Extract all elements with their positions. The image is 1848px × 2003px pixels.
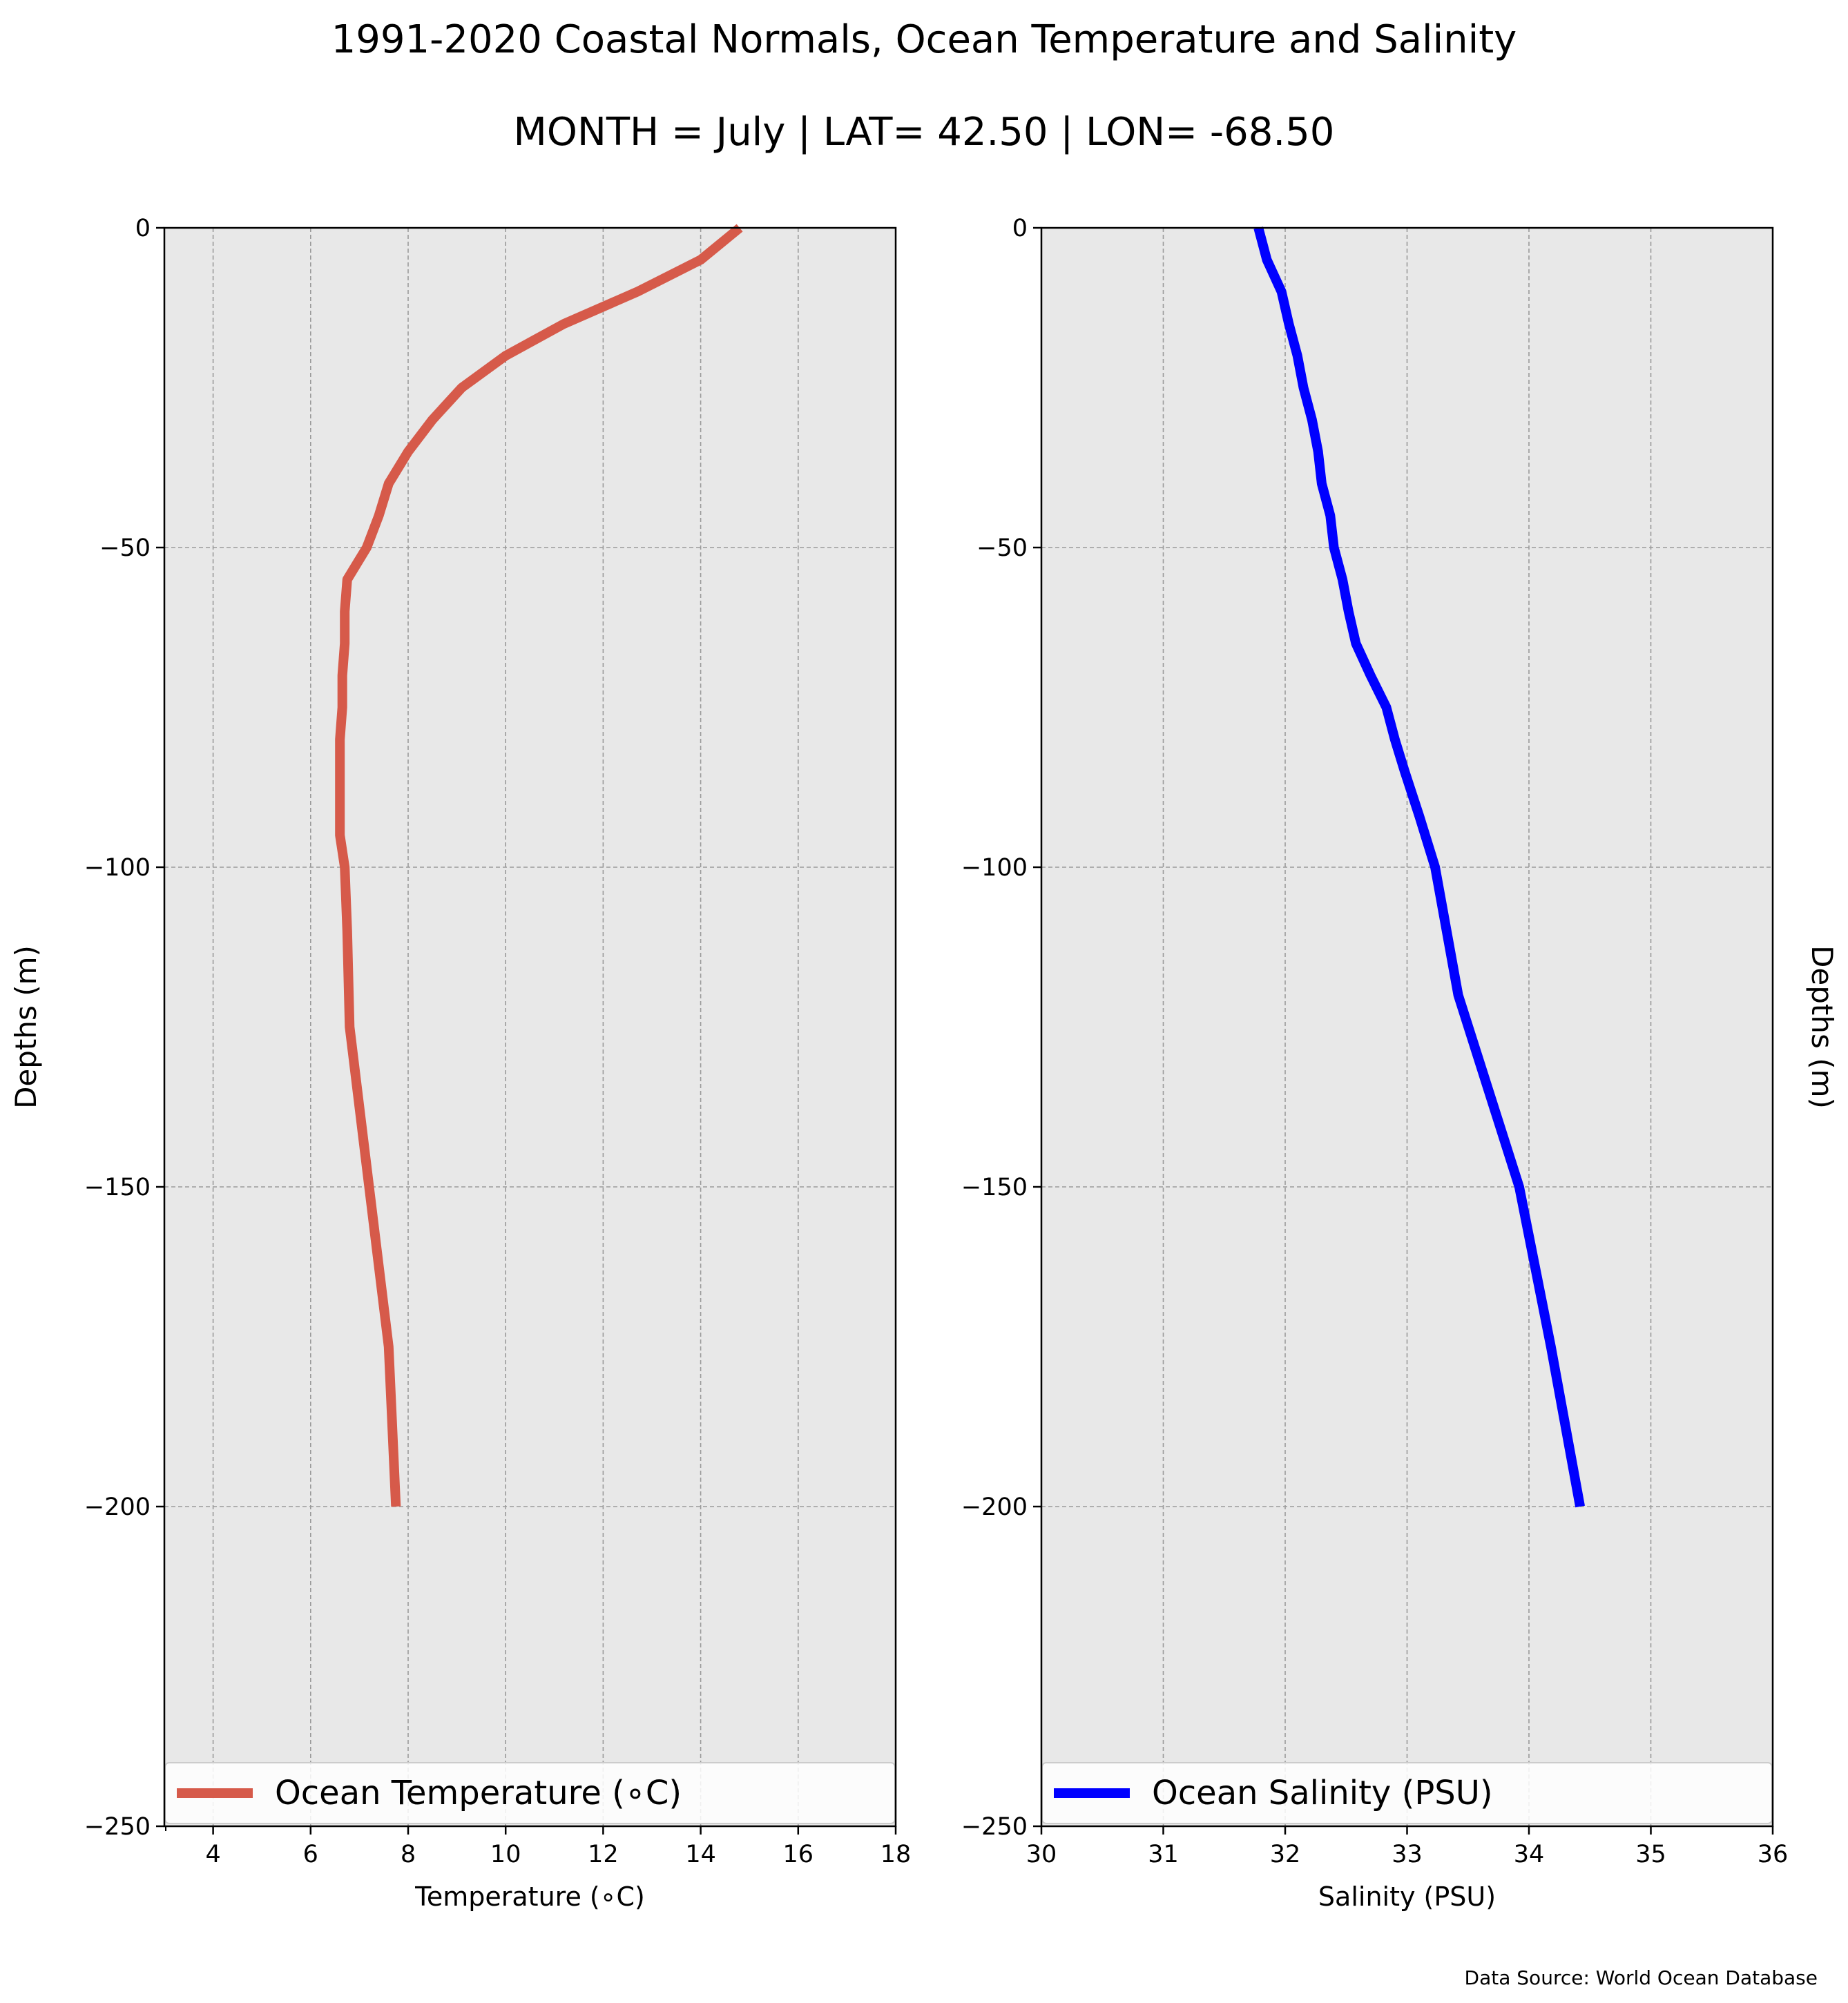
temp-y-tick-label: 0 xyxy=(135,215,151,242)
temp-plot-area xyxy=(164,228,896,1826)
temp-x-tick-label: 6 xyxy=(303,1841,318,1868)
temp-x-tick-label: 10 xyxy=(490,1841,521,1868)
temp-y-tick-label: −100 xyxy=(84,854,151,882)
data-source-note: Data Source: World Ocean Database xyxy=(1465,1966,1818,1989)
sal-x-tick-label: 35 xyxy=(1635,1841,1666,1868)
salinity-panel: Ocean Salinity (PSU) 30 31 32 33 34 35 36 0 −50 −1… xyxy=(961,215,1839,1912)
sal-y-tick-label: −100 xyxy=(961,854,1028,882)
temperature-panel: Ocean Temperature (∘C) 4 6 8 10 12 14 16 18 0 −50 −… xyxy=(9,215,911,1912)
sal-series-line xyxy=(1253,226,1585,1508)
sal-legend-label: Ocean Salinity (PSU) xyxy=(1152,1774,1493,1812)
figure-title: 1991-2020 Coastal Normals, Ocean Tempera… xyxy=(331,17,1517,62)
sal-x-tick-label: 34 xyxy=(1514,1841,1545,1868)
sal-y-tick-label: 0 xyxy=(1012,215,1028,242)
sal-y-axis-label: Depths (m) xyxy=(1805,945,1839,1109)
temp-x-tick-label: 8 xyxy=(401,1841,416,1868)
sal-plot-area xyxy=(1041,228,1773,1826)
sal-y-tick-label: −250 xyxy=(961,1813,1028,1841)
temp-x-tick-label: 12 xyxy=(588,1841,619,1868)
sal-y-tick-label: −200 xyxy=(961,1493,1028,1521)
sal-x-tick-label: 36 xyxy=(1758,1841,1789,1868)
temp-series-line xyxy=(335,224,743,1507)
temp-x-tick-label: 18 xyxy=(880,1841,912,1868)
temp-axes-frame xyxy=(163,226,897,1828)
sal-x-tick-label: 30 xyxy=(1026,1841,1057,1868)
sal-x-axis-label: Salinity (PSU) xyxy=(1318,1881,1496,1912)
sal-x-tick-label: 31 xyxy=(1148,1841,1179,1868)
temp-y-tick-label: −50 xyxy=(99,534,151,562)
temp-y-tick-label: −150 xyxy=(84,1174,151,1201)
figure-subtitle: MONTH = July | LAT= 42.50 | LON= -68.50 xyxy=(514,110,1335,155)
temp-y-tick-label: −250 xyxy=(84,1813,151,1841)
temp-x-axis-label: Temperature (∘C) xyxy=(414,1881,645,1912)
temp-y-axis-label: Depths (m) xyxy=(9,945,43,1109)
sal-x-tick-label: 32 xyxy=(1270,1841,1301,1868)
sal-y-tick-label: −50 xyxy=(976,534,1028,562)
sal-y-tick-label: −150 xyxy=(961,1174,1028,1201)
temp-y-tick-label: −200 xyxy=(84,1493,151,1521)
temp-legend-label: Ocean Temperature (∘C) xyxy=(275,1774,682,1812)
temp-x-tick-label: 4 xyxy=(205,1841,220,1868)
sal-x-tick-label: 33 xyxy=(1392,1841,1423,1868)
temp-x-tick-label: 14 xyxy=(685,1841,716,1868)
temp-x-tick-label: 16 xyxy=(783,1841,814,1868)
